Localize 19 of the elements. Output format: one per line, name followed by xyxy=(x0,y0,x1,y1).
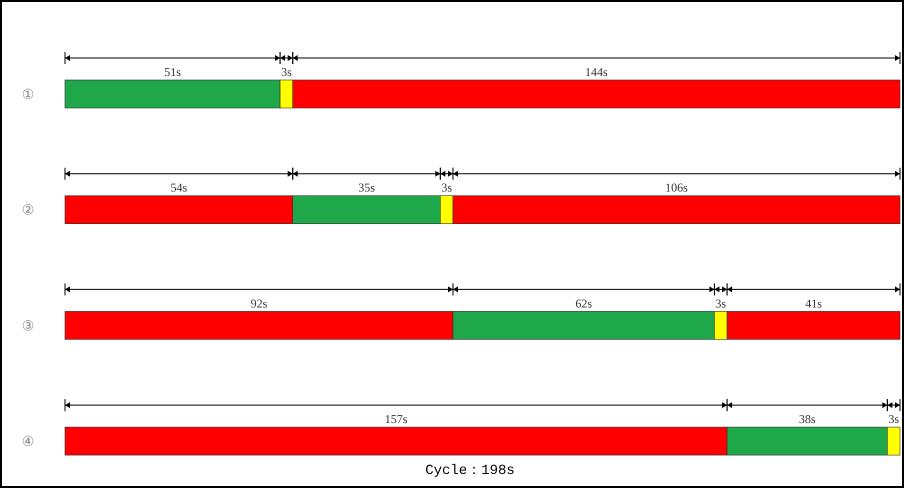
data-label: 35s xyxy=(358,180,376,195)
data-label: 3s xyxy=(888,412,900,426)
data-label: 51s xyxy=(164,65,182,79)
y-tick-label: ② xyxy=(22,202,34,219)
data-label: 3s xyxy=(715,296,726,310)
data-label: 157s xyxy=(384,412,408,426)
y-tick-label: ① xyxy=(22,87,34,103)
data-label: 41s xyxy=(805,296,822,310)
y-tick-label: ④ xyxy=(22,434,34,450)
data-label: 92s xyxy=(250,296,268,310)
data-label: 3s xyxy=(281,65,292,79)
data-label: 3s xyxy=(441,180,452,195)
data-label: 62s xyxy=(575,296,592,310)
y-tick-label: ③ xyxy=(22,318,34,334)
data-label: 106s xyxy=(665,180,688,195)
data-label: 144s xyxy=(585,65,608,79)
data-label: 38s xyxy=(798,412,816,426)
annotation: Cycle：198s xyxy=(425,463,515,479)
data-label: 54s xyxy=(170,180,188,195)
